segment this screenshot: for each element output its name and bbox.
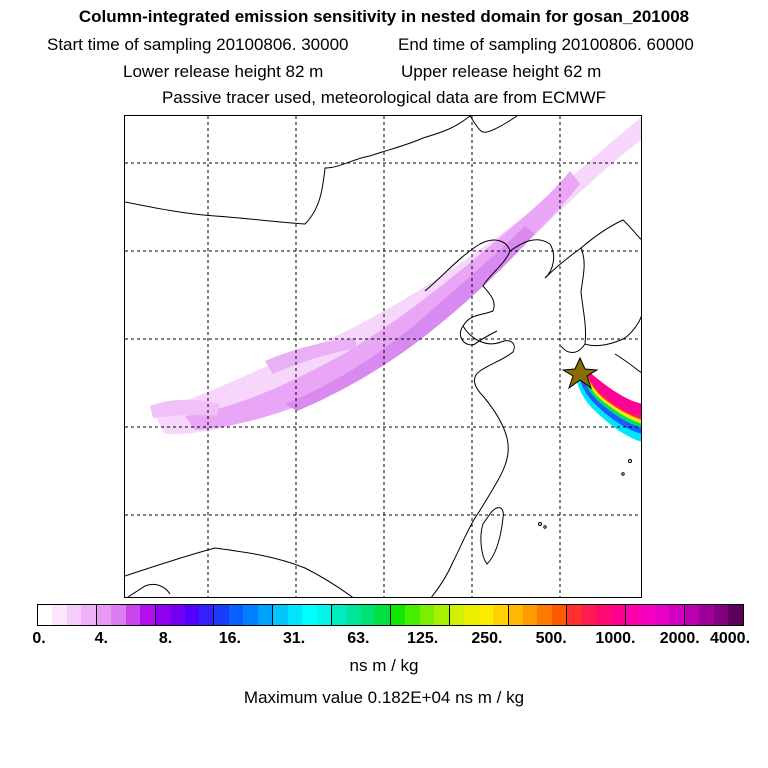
- colorbar-swatch: [375, 605, 390, 625]
- colorbar-swatch: [214, 605, 228, 625]
- coast-east-china: [430, 396, 508, 598]
- colorbar-swatch: [361, 605, 375, 625]
- colorbar-swatch: [434, 605, 449, 625]
- units-label: ns m / kg: [0, 656, 768, 676]
- colorbar-swatch: [552, 605, 567, 625]
- tracer-note: Passive tracer used, meteorological data…: [0, 88, 768, 108]
- colorbar-swatch: [669, 605, 684, 625]
- map-panel: [124, 115, 642, 598]
- figure-canvas: Column-integrated emission sensitivity i…: [0, 0, 768, 768]
- colorbar-swatch: [537, 605, 551, 625]
- taiwan: [481, 508, 503, 564]
- colorbar-swatch: [596, 605, 610, 625]
- japan-kyushu: [615, 354, 642, 374]
- colorbar-tick-label: 8.: [159, 630, 172, 648]
- lower-release-height-label: Lower release height 82 m: [123, 62, 323, 82]
- colorbar-swatch: [111, 605, 125, 625]
- colorbar-tick-label: 1000.: [595, 630, 635, 648]
- colorbar-swatch: [243, 605, 257, 625]
- plume-outer: [153, 116, 642, 434]
- colorbar-swatch: [714, 605, 728, 625]
- colorbar-swatch: [199, 605, 214, 625]
- hainan-area: [125, 584, 170, 598]
- colorbar-swatch: [302, 605, 316, 625]
- colorbar-swatch: [170, 605, 184, 625]
- colorbar-swatch: [523, 605, 537, 625]
- colorbar-swatch: [567, 605, 581, 625]
- colorbar-swatch: [611, 605, 626, 625]
- colorbar-swatch: [641, 605, 655, 625]
- colorbar-tick-label: 16.: [219, 630, 241, 648]
- colorbar-swatch: [126, 605, 140, 625]
- colorbar-swatch: [229, 605, 243, 625]
- colorbar-swatch: [347, 605, 361, 625]
- end-time-label: End time of sampling 20100806. 60000: [398, 35, 694, 55]
- colorbar-swatch: [626, 605, 640, 625]
- colorbar-swatch: [67, 605, 81, 625]
- korea-south: [585, 311, 642, 346]
- islands: [539, 460, 632, 529]
- colorbar-swatch: [509, 605, 523, 625]
- plume-low-layer: [150, 116, 642, 434]
- upper-release-height-label: Upper release height 62 m: [401, 62, 601, 82]
- colorbar-swatch: [655, 605, 669, 625]
- korea-east: [581, 220, 642, 248]
- plume-west-patch: [150, 400, 220, 418]
- colorbar-tick-label: 500.: [536, 630, 567, 648]
- colorbar-swatch: [479, 605, 493, 625]
- colorbar-swatch: [450, 605, 464, 625]
- colorbar-tick-label: 4000.: [710, 630, 750, 648]
- colorbar-swatch: [97, 605, 111, 625]
- colorbar-swatch: [140, 605, 155, 625]
- colorbar-swatch: [582, 605, 596, 625]
- colorbar-tick-label: 250.: [471, 630, 502, 648]
- colorbar-swatch: [156, 605, 170, 625]
- coast-shandong: [463, 326, 514, 396]
- colorbar-swatch: [685, 605, 699, 625]
- colorbar-tick-label: 63.: [347, 630, 369, 648]
- start-time-label: Start time of sampling 20100806. 30000: [47, 35, 348, 55]
- colorbar-swatch: [493, 605, 508, 625]
- colorbar-tick-label: 2000.: [660, 630, 700, 648]
- border-mongolia: [125, 116, 470, 224]
- colorbar-swatch: [273, 605, 287, 625]
- border-russia-ne: [470, 116, 517, 132]
- south-coast: [125, 548, 355, 598]
- colorbar-tick-label: 4.: [95, 630, 108, 648]
- colorbar-tick-label: 31.: [283, 630, 305, 648]
- colorbar: [37, 604, 744, 626]
- colorbar-swatch: [728, 605, 742, 625]
- colorbar-swatch: [258, 605, 273, 625]
- colorbar-swatch: [332, 605, 346, 625]
- colorbar-swatch: [81, 605, 96, 625]
- colorbar-swatch: [464, 605, 478, 625]
- maximum-value-label: Maximum value 0.182E+04 ns m / kg: [0, 688, 768, 708]
- map-svg: [125, 116, 642, 598]
- korea-west: [545, 248, 586, 353]
- colorbar-swatch: [420, 605, 434, 625]
- colorbar-swatch: [391, 605, 405, 625]
- colorbar-swatch: [52, 605, 66, 625]
- colorbar-tick-label: 0.: [32, 630, 45, 648]
- chart-title: Column-integrated emission sensitivity i…: [0, 7, 768, 27]
- colorbar-swatch: [317, 605, 332, 625]
- colorbar-swatch: [288, 605, 302, 625]
- colorbar-swatch: [38, 605, 52, 625]
- colorbar-tick-label: 125.: [407, 630, 438, 648]
- colorbar-swatch: [699, 605, 713, 625]
- colorbar-swatch: [185, 605, 199, 625]
- colorbar-swatch: [405, 605, 419, 625]
